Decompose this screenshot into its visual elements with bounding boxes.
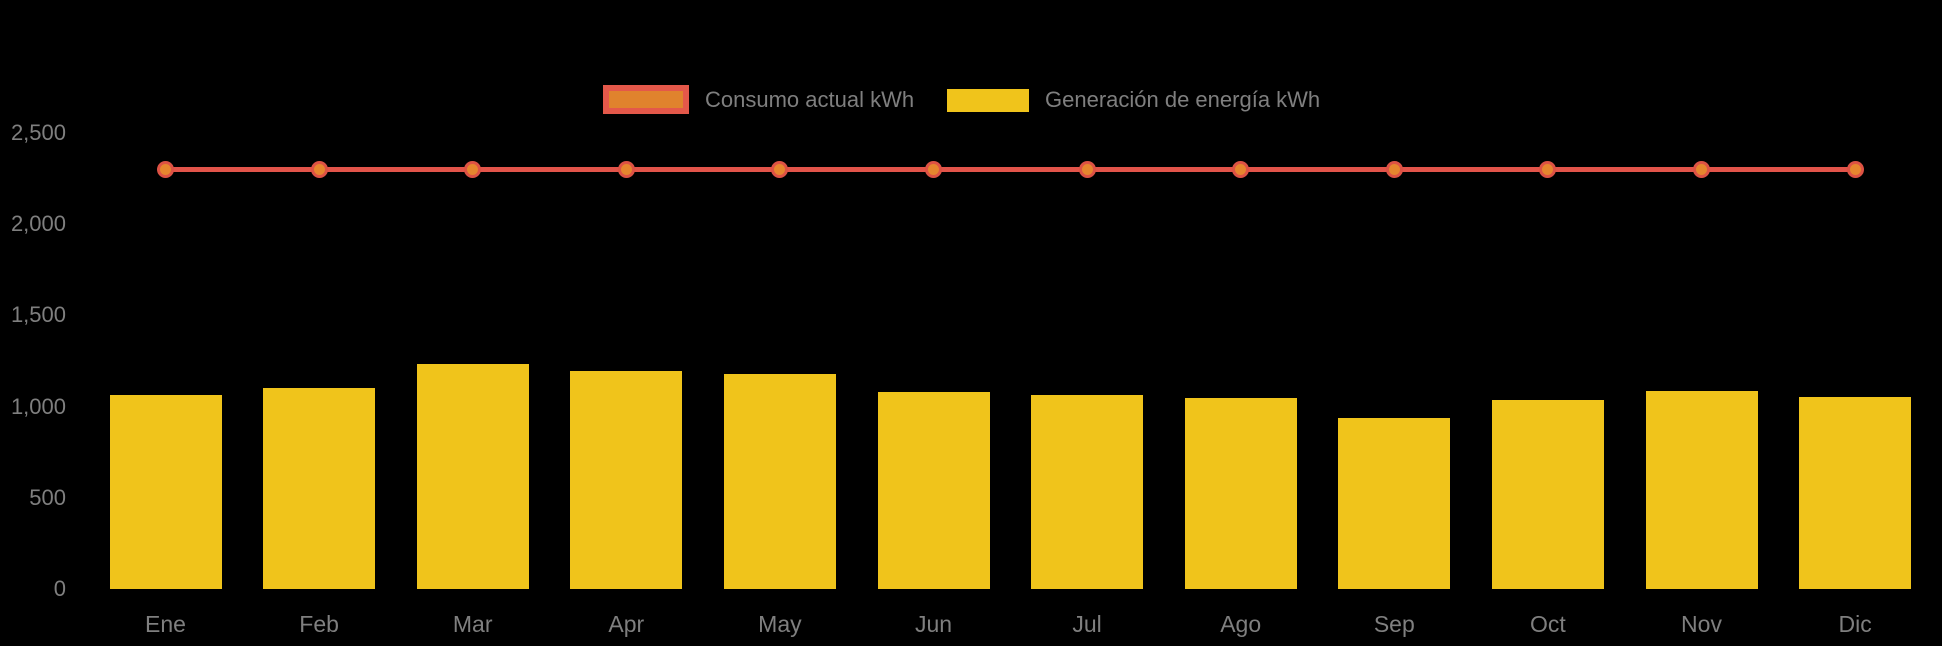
consumo-point-mar	[464, 160, 482, 178]
bar-dic	[1799, 396, 1912, 589]
x-label-feb: Feb	[299, 611, 339, 637]
bar-jul	[1031, 394, 1144, 589]
y-tick-label: 1,000	[10, 393, 66, 419]
consumo-point-jun	[925, 160, 942, 178]
consumo-point-dic	[1846, 160, 1864, 178]
x-label-ene: Ene	[145, 611, 186, 637]
x-label-nov: Nov	[1681, 611, 1722, 637]
bar-apr	[570, 371, 683, 589]
y-tick-label: 2,000	[10, 211, 66, 237]
consumo-point-ago	[1232, 160, 1250, 178]
x-label-apr: Apr	[608, 611, 645, 637]
consumo-point-sep	[1385, 160, 1403, 178]
bar-feb	[263, 388, 376, 589]
x-label-oct: Oct	[1530, 611, 1566, 637]
x-label-ago: Ago	[1220, 611, 1262, 637]
legend-swatch-consumo	[603, 85, 689, 114]
legend-swatch-generacion	[947, 88, 1029, 112]
y-tick-label: 0	[53, 576, 66, 601]
x-label-may: May	[758, 611, 802, 637]
x-label-mar: Mar	[452, 611, 493, 637]
bar-nov	[1645, 391, 1758, 589]
bar-oct	[1491, 400, 1604, 589]
bar-sep	[1338, 417, 1451, 589]
consumo-point-jul	[1078, 160, 1096, 178]
legend-item-generacion[interactable]: Generación de energía kWh	[947, 87, 1320, 113]
bar-jun	[877, 392, 990, 589]
y-tick-label: 2,500	[10, 120, 66, 145]
legend-label-consumo: Consumo actual kWh	[705, 86, 915, 112]
legend-item-consumo[interactable]: Consumo actual kWh	[603, 85, 914, 114]
bar-ago	[1184, 398, 1297, 589]
y-tick-label: 1,500	[10, 302, 66, 328]
consumo-point-apr	[617, 160, 635, 178]
x-label-jul: Jul	[1072, 611, 1102, 637]
consumo-point-oct	[1539, 160, 1557, 178]
x-label-sep: Sep	[1373, 611, 1415, 637]
x-label-dic: Dic	[1838, 611, 1872, 637]
bar-mar	[416, 363, 529, 589]
consumo-point-feb	[310, 160, 328, 178]
consumo-point-nov	[1693, 160, 1710, 178]
consumo-point-ene	[157, 160, 174, 178]
bar-ene	[109, 394, 222, 589]
bar-may	[723, 373, 836, 589]
consumo-line	[165, 166, 1856, 172]
y-tick-label: 500	[29, 484, 66, 510]
legend-label-generacion: Generación de energía kWh	[1045, 87, 1321, 112]
x-label-jun: Jun	[914, 611, 953, 637]
consumo-point-may	[771, 160, 789, 178]
